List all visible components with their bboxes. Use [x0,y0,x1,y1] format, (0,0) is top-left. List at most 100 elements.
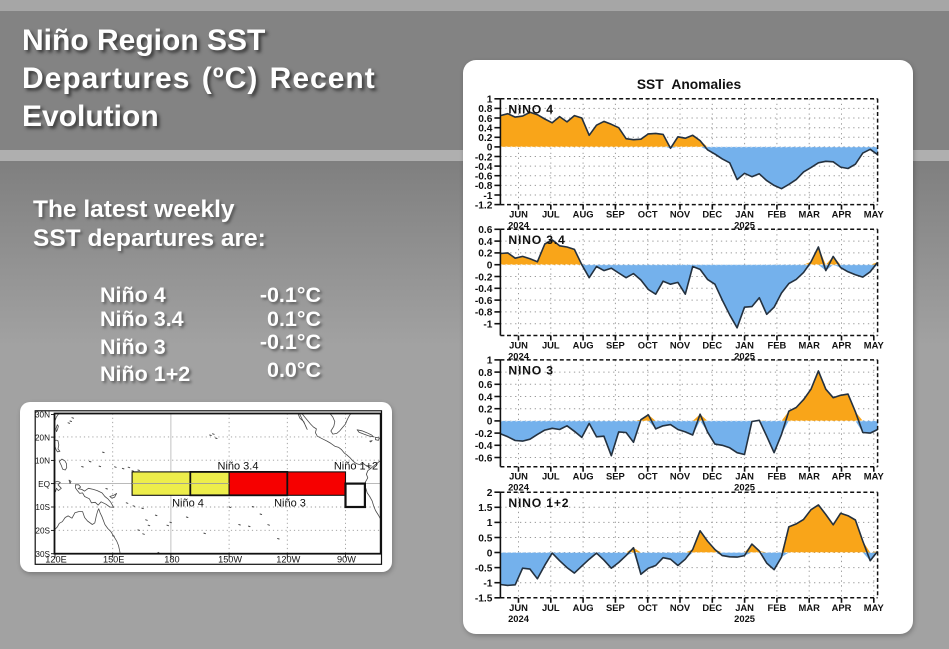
svg-text:Niño 3: Niño 3 [274,498,306,510]
svg-text:1.5: 1.5 [478,503,492,514]
svg-text:120W: 120W [276,555,300,565]
svg-text:0: 0 [487,548,493,559]
svg-text:-0.2: -0.2 [475,152,493,163]
svg-text:APR: APR [832,471,852,482]
svg-text:AUG: AUG [573,602,594,613]
svg-text:JUN: JUN [509,209,528,220]
svg-text:JUN: JUN [509,471,528,482]
svg-text:1: 1 [487,95,493,106]
svg-text:SEP: SEP [606,340,625,351]
svg-text:Niño 1+2: Niño 1+2 [334,461,378,473]
svg-text:2025: 2025 [734,613,755,624]
svg-text:1: 1 [487,518,493,529]
svg-text:0.6: 0.6 [478,114,492,125]
svg-text:-0.4: -0.4 [475,441,493,452]
svg-text:0.6: 0.6 [478,380,492,391]
svg-text:Niño 3.4: Niño 3.4 [218,461,259,473]
svg-text:0: 0 [487,417,493,428]
svg-text:-0.5: -0.5 [475,563,493,574]
svg-text:NOV: NOV [670,602,691,613]
svg-text:SEP: SEP [606,602,625,613]
svg-text:JUL: JUL [542,602,560,613]
svg-text:MAY: MAY [864,209,885,220]
svg-text:SEP: SEP [606,209,625,220]
svg-text:-0.2: -0.2 [475,272,493,283]
svg-text:0.4: 0.4 [478,392,492,403]
svg-text:2025: 2025 [734,482,755,493]
svg-text:SST Anomalies: SST Anomalies [637,77,742,92]
svg-text:-0.8: -0.8 [475,308,493,319]
svg-text:-0.6: -0.6 [475,296,493,307]
svg-text:120E: 120E [45,555,66,565]
svg-text:MAR: MAR [799,209,821,220]
svg-text:FEB: FEB [768,209,787,220]
svg-text:OCT: OCT [638,340,658,351]
svg-text:AUG: AUG [573,209,594,220]
svg-text:DEC: DEC [702,209,722,220]
svg-text:NINO 3.4: NINO 3.4 [508,233,565,247]
svg-text:0: 0 [487,261,493,272]
svg-text:-0.4: -0.4 [475,284,493,295]
svg-text:MAR: MAR [799,471,821,482]
svg-text:2025: 2025 [734,220,755,231]
svg-text:JUL: JUL [542,209,560,220]
svg-text:-1: -1 [483,579,492,590]
svg-text:-0.6: -0.6 [475,172,493,183]
svg-text:DEC: DEC [702,340,722,351]
svg-text:-1.5: -1.5 [475,594,493,605]
svg-text:150E: 150E [103,555,124,565]
svg-text:JUL: JUL [542,340,560,351]
svg-text:20N: 20N [35,433,50,442]
svg-text:SEP: SEP [606,471,625,482]
svg-text:150W: 150W [218,555,242,565]
svg-text:0.8: 0.8 [478,104,492,115]
svg-text:FEB: FEB [768,602,787,613]
svg-text:NINO 4: NINO 4 [508,103,553,117]
svg-text:NINO 3: NINO 3 [508,364,553,378]
svg-text:NOV: NOV [670,340,691,351]
svg-text:MAR: MAR [799,340,821,351]
svg-text:EQ: EQ [38,480,50,489]
svg-text:JUN: JUN [509,602,528,613]
svg-text:180: 180 [164,555,179,565]
svg-text:MAY: MAY [864,602,885,613]
svg-text:AUG: AUG [573,340,594,351]
svg-text:-0.2: -0.2 [475,429,493,440]
svg-text:APR: APR [832,209,852,220]
svg-text:90W: 90W [337,555,356,565]
svg-text:APR: APR [832,340,852,351]
svg-text:0.6: 0.6 [478,225,492,236]
svg-text:FEB: FEB [768,471,787,482]
svg-text:OCT: OCT [638,471,658,482]
svg-text:0.4: 0.4 [478,124,492,135]
svg-text:-0.4: -0.4 [475,162,493,173]
svg-text:NOV: NOV [670,209,691,220]
svg-text:0: 0 [487,143,493,154]
svg-text:2024: 2024 [508,351,530,362]
svg-text:-1: -1 [483,320,492,331]
svg-text:0.4: 0.4 [478,237,492,248]
svg-text:0.2: 0.2 [478,249,492,260]
svg-text:AUG: AUG [573,471,594,482]
svg-text:MAR: MAR [799,602,821,613]
svg-text:FEB: FEB [768,340,787,351]
svg-text:2024: 2024 [508,482,530,493]
svg-text:30N: 30N [35,411,50,420]
svg-text:MAY: MAY [864,340,885,351]
svg-text:0.5: 0.5 [478,533,492,544]
svg-text:Niño 4: Niño 4 [172,498,204,510]
svg-text:30S: 30S [35,550,50,559]
svg-text:NINO 1+2: NINO 1+2 [508,496,569,510]
svg-text:-0.8: -0.8 [475,181,493,192]
svg-text:20S: 20S [35,527,50,536]
svg-text:DEC: DEC [702,602,722,613]
svg-text:0.2: 0.2 [478,133,492,144]
svg-text:JAN: JAN [735,340,754,351]
svg-text:2: 2 [487,488,493,499]
svg-text:2024: 2024 [508,613,530,624]
svg-text:-1.2: -1.2 [475,200,493,211]
svg-text:-1: -1 [483,191,492,202]
svg-text:JAN: JAN [735,602,754,613]
svg-text:MAY: MAY [864,471,885,482]
svg-text:JAN: JAN [735,209,754,220]
